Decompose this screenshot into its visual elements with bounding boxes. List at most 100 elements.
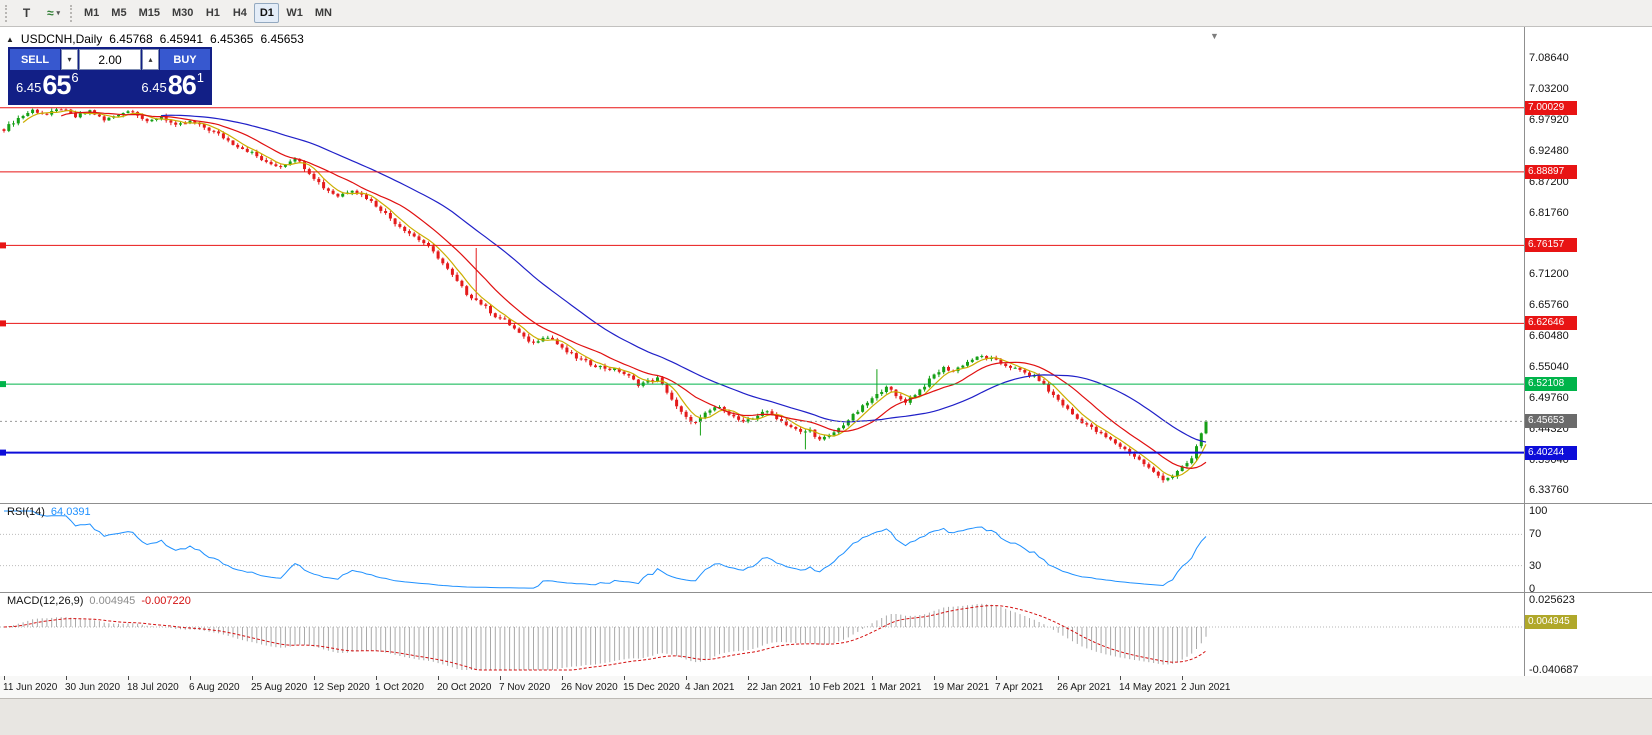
moving-average-13-line — [60, 111, 1207, 470]
timeframe-button-m1[interactable]: M1 — [84, 7, 100, 19]
time-scale-tick — [4, 676, 5, 680]
timeframe-button-mn[interactable]: MN — [314, 7, 332, 19]
macd-signal-line — [3, 605, 1207, 671]
time-scale-tick — [1058, 676, 1059, 680]
price-scale-label: 6.71200 — [1529, 268, 1569, 280]
time-scale-tick — [810, 676, 811, 680]
line-handle[interactable] — [0, 242, 6, 249]
time-scale-tick — [624, 676, 625, 680]
rsi-name: RSI(14) — [7, 506, 45, 518]
price-scale-label: 7.08640 — [1529, 52, 1569, 64]
rsi-line — [4, 510, 1207, 589]
date-label: 26 Apr 2021 — [1057, 682, 1111, 693]
price-scale-label: 6.87200 — [1529, 176, 1569, 188]
buy-price[interactable]: 6.45 86 1 — [141, 71, 204, 100]
timeframe-button-h1[interactable]: H1 — [205, 7, 220, 19]
time-scale-tick — [314, 676, 315, 680]
price-scale-label: 6.55040 — [1529, 361, 1569, 373]
ohlc-low: 6.45365 — [210, 32, 254, 46]
top-toolbar: T ≈ ▾ M1 M5 M15 M30 H1 H4 D1 W1 MN — [0, 0, 1652, 27]
time-scale-tick — [500, 676, 501, 680]
ohlc-high: 6.45941 — [159, 32, 204, 46]
price-tag-6.88897: 6.88897 — [1525, 165, 1577, 179]
toolbar-grip[interactable] — [5, 4, 10, 22]
date-label: 6 Aug 2020 — [189, 682, 240, 693]
price-tag-6.62646: 6.62646 — [1525, 316, 1577, 330]
rsi-scale-label: 0 — [1529, 583, 1536, 595]
time-scale-tick — [996, 676, 997, 680]
volume-up-button[interactable]: ▴ — [142, 49, 159, 70]
sell-price-sup: 6 — [71, 70, 79, 85]
time-scale-tick — [190, 676, 191, 680]
price-tag-6.76157: 6.76157 — [1525, 238, 1577, 252]
time-scale[interactable]: 11 Jun 2020 30 Jun 2020 18 Jul 2020 6 Aug 2… — [0, 676, 1652, 698]
date-label: 25 Aug 2020 — [251, 682, 308, 693]
timeframe-button-h4[interactable]: H4 — [232, 7, 247, 19]
buy-price-base: 6.45 — [141, 80, 167, 95]
sell-price[interactable]: 6.45 65 6 — [16, 71, 79, 100]
buy-button[interactable]: BUY — [160, 49, 210, 70]
rsi-panel-splitter[interactable] — [0, 503, 1652, 507]
date-label: 30 Jun 2020 — [65, 682, 121, 693]
one-click-toggle-icon[interactable]: ▲ — [6, 34, 14, 44]
ohlc-close: 6.45653 — [260, 32, 304, 46]
price-scale-label: 6.49760 — [1529, 392, 1569, 404]
price-tag-6.52108: 6.52108 — [1525, 377, 1577, 391]
macd-main-value: 0.004945 — [89, 595, 136, 607]
time-scale-tick — [1120, 676, 1121, 680]
sell-button[interactable]: SELL — [10, 49, 60, 70]
macd-panel-splitter[interactable] — [0, 592, 1652, 596]
date-label: 12 Sep 2020 — [313, 682, 370, 693]
date-label: 10 Feb 2021 — [809, 682, 866, 693]
current-price-tag: 6.45653 — [1525, 414, 1577, 428]
toolbar-grip[interactable] — [70, 4, 75, 22]
rsi-canvas[interactable] — [0, 503, 1524, 592]
text-tool-icon[interactable]: T — [22, 6, 31, 20]
timeframe-button-m5[interactable]: M5 — [111, 7, 127, 19]
timeframe-toolbar: M1 M5 M15 M30 H1 H4 D1 W1 MN — [78, 3, 338, 23]
date-label: 2 Jun 2021 — [1181, 682, 1231, 693]
rsi-scale-label: 100 — [1529, 505, 1548, 517]
rsi-scale-label: 30 — [1529, 560, 1542, 572]
rsi-scale-label: 70 — [1529, 528, 1542, 540]
price-scale[interactable]: 7.08640 7.03200 6.97920 6.92480 6.87200 6.817… — [1525, 27, 1652, 676]
timeframe-button-m30[interactable]: M30 — [171, 7, 194, 19]
price-scale-separator — [1524, 27, 1525, 676]
date-label: 20 Oct 2020 — [437, 682, 492, 693]
date-label: 14 May 2021 — [1119, 682, 1177, 693]
timeframe-button-m15[interactable]: M15 — [138, 7, 160, 19]
date-label: 22 Jan 2021 — [747, 682, 803, 693]
macd-histogram — [8, 603, 1207, 670]
timeframe-button-w1[interactable]: W1 — [286, 7, 303, 19]
rsi-value: 64.0391 — [50, 506, 91, 518]
date-label: 26 Nov 2020 — [561, 682, 618, 693]
chart-shift-marker[interactable]: ▼ — [1210, 31, 1219, 41]
price-scale-label: 6.65760 — [1529, 299, 1569, 311]
macd-name: MACD(12,26,9) — [7, 595, 84, 607]
line-handle[interactable] — [0, 320, 6, 327]
main-chart-canvas[interactable] — [0, 27, 1524, 503]
timeframe-button-d1[interactable]: D1 — [254, 3, 280, 23]
time-scale-tick — [872, 676, 873, 680]
chart-window: 7.08640 7.03200 6.97920 6.92480 6.87200 6.817… — [0, 27, 1652, 735]
price-scale-label: 6.81760 — [1529, 207, 1569, 219]
line-handle[interactable] — [0, 449, 6, 456]
volume-input[interactable] — [79, 49, 141, 70]
moving-average-34-line — [161, 114, 1207, 443]
volume-down-button[interactable]: ▾ — [61, 49, 78, 70]
macd-scale-label: 0.025623 — [1529, 594, 1575, 606]
ohlc-open: 6.45768 — [109, 32, 153, 46]
macd-canvas[interactable] — [0, 592, 1524, 676]
line-handle[interactable] — [0, 381, 6, 388]
date-label: 1 Mar 2021 — [871, 682, 922, 693]
date-label: 1 Oct 2020 — [375, 682, 424, 693]
date-label: 4 Jan 2021 — [685, 682, 735, 693]
date-label: 19 Mar 2021 — [933, 682, 990, 693]
draw-tool-dropdown-icon[interactable]: ≈ ▾ — [46, 6, 61, 20]
toolbar-icon-group: T ≈ ▾ — [13, 3, 67, 23]
date-label: 7 Apr 2021 — [995, 682, 1044, 693]
rsi-indicator-label: RSI(14) 64.0391 — [7, 506, 91, 518]
price-tag-7.00029: 7.00029 — [1525, 101, 1577, 115]
macd-scale-label: -0.040687 — [1529, 664, 1579, 676]
